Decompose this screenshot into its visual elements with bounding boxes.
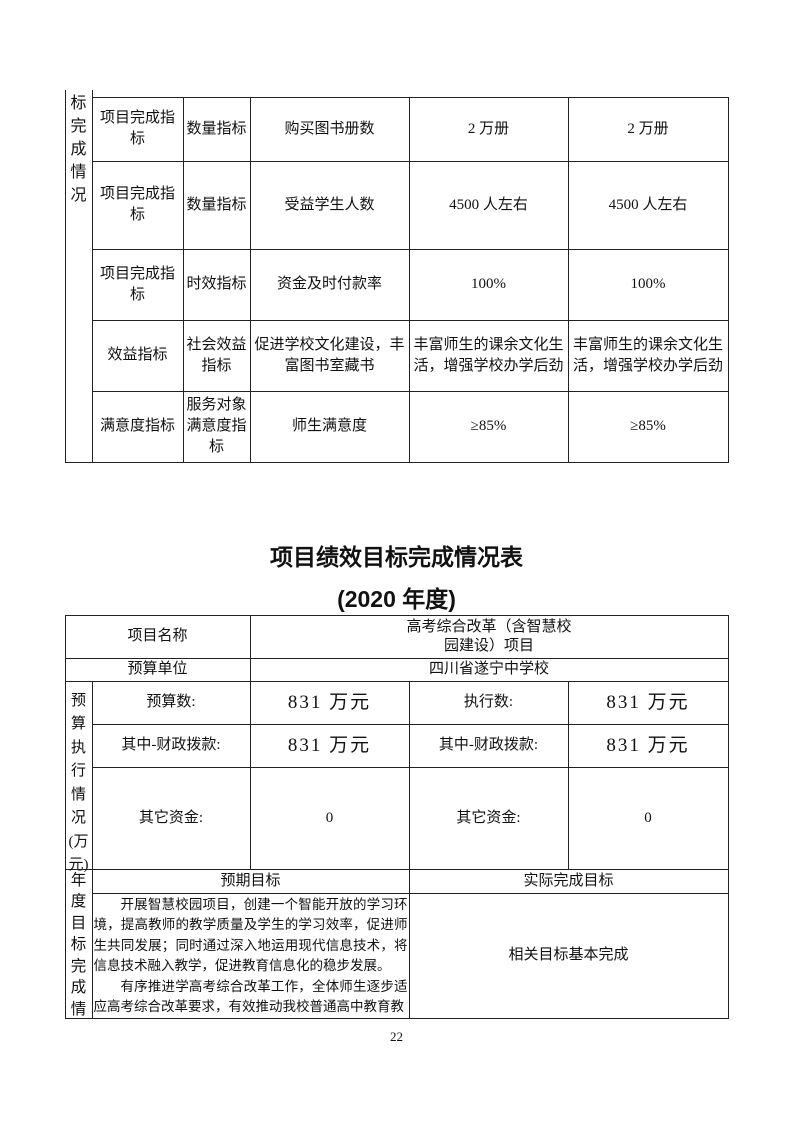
section-title: 项目绩效目标完成情况表 (270, 544, 523, 570)
budget-unit-label: 预算单位 (64, 657, 251, 682)
actual-cell: 丰富师生的课余文化生活，增强学校办学后劲 (567, 319, 729, 392)
page-number: 22 (390, 1029, 403, 1044)
other-value-executed: 0 (567, 766, 729, 870)
actual-cell: 4500 人左右 (567, 160, 729, 250)
target-cell: 4500 人左右 (408, 160, 569, 250)
level1-cell: 效益指标 (91, 319, 184, 392)
actual-cell: 100% (567, 248, 729, 321)
actual-cell: ≥85% (567, 390, 729, 463)
level2-cell: 时效指标 (182, 248, 251, 321)
target-cell: 100% (408, 248, 569, 321)
level2-cell: 社会效益指标 (182, 319, 251, 392)
actual-goal-text: 相关目标基本完成 (408, 892, 729, 1019)
expected-goal-text: 开展智慧校园项目，创建一个智能开放的学习环境，提高教师的教学质量及学生的学习效率… (91, 892, 410, 1019)
actual-header: 实际完成目标 (408, 868, 729, 894)
expected-header: 预期目标 (91, 868, 410, 894)
other-label-executed: 其它资金: (408, 766, 569, 870)
expected-paragraph-1: 开展智慧校园项目，创建一个智能开放的学习环境，提高教师的教学质量及学生的学习效率… (93, 896, 408, 974)
target-cell: 2 万册 (408, 96, 569, 162)
executed-label: 执行数: (408, 680, 569, 725)
budget-unit-value: 四川省遂宁中学校 (249, 657, 729, 682)
project-name-value: 高考综合改革（含智慧校园建设）项目 (249, 614, 729, 659)
indicator-cell: 促进学校文化建设，丰富图书室藏书 (249, 319, 410, 392)
other-value-budget: 0 (249, 766, 410, 870)
other-label-budget: 其它资金: (91, 766, 251, 870)
expected-paragraph-2: 有序推进学高考综合改革工作，全体师生逐步适应高考综合改革要求，有效推动我校普通高… (93, 978, 408, 1015)
level1-cell: 满意度指标 (91, 390, 184, 463)
budget-label: 预算数: (91, 680, 251, 725)
indicator-cell: 购买图书册数 (249, 96, 410, 162)
indicator-cell: 资金及时付款率 (249, 248, 410, 321)
fiscal-label-budget: 其中-财政拨款: (91, 723, 251, 768)
goal-side-label: 年度目标完成情 (64, 868, 93, 1019)
target-cell: ≥85% (408, 390, 569, 463)
fiscal-value-budget: 831 万元 (249, 723, 410, 768)
level1-cell: 项目完成指标 (91, 248, 184, 321)
executed-value: 831 万元 (567, 680, 729, 725)
section-subtitle: (2020 年度) (337, 586, 456, 612)
indicator-cell: 师生满意度 (249, 390, 410, 463)
side-label-completion: 标完成情况 (64, 89, 93, 463)
level2-cell: 数量指标 (182, 160, 251, 250)
level1-cell: 项目完成指标 (91, 160, 184, 250)
budget-value: 831 万元 (249, 680, 410, 725)
level2-cell: 数量指标 (182, 96, 251, 162)
fiscal-label-executed: 其中-财政拨款: (408, 723, 569, 768)
level1-cell: 项目完成指标 (91, 96, 184, 162)
fiscal-value-executed: 831 万元 (567, 723, 729, 768)
target-cell: 丰富师生的课余文化生活，增强学校办学后劲 (408, 319, 569, 392)
project-name-label: 项目名称 (64, 614, 251, 659)
actual-cell: 2 万册 (567, 96, 729, 162)
indicator-cell: 受益学生人数 (249, 160, 410, 250)
budget-side-label: 预算执行情况(万元) (64, 680, 93, 873)
level2-cell: 服务对象满意度指标 (182, 390, 251, 463)
